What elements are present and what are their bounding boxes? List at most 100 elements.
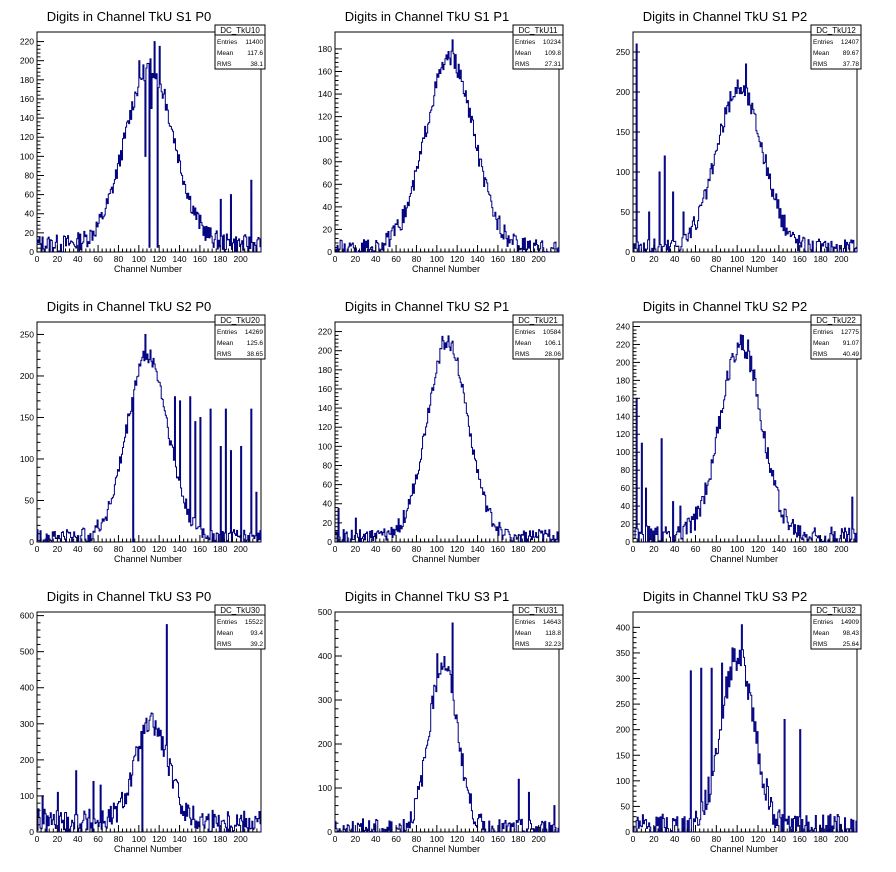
- x-tick-label: 100: [430, 254, 444, 264]
- histogram-panel: Digits in Channel TkU S1 P1 0 20 40 60 80 100 1…: [318, 9, 564, 274]
- y-tick-label: 200: [616, 357, 630, 367]
- stats-box: DC_TkU31 Entries 14643 Mean 118.8 RMS 32.23: [512, 604, 564, 650]
- stats-value: 93.4: [250, 630, 263, 637]
- stats-value: 37.78: [843, 61, 860, 68]
- stats-key: RMS: [217, 641, 232, 648]
- plot-frame: [632, 611, 858, 833]
- x-axis-label: Channel Number: [412, 264, 480, 274]
- stats-value: 118.8: [545, 630, 561, 637]
- y-tick-label: 40: [323, 202, 333, 212]
- plot-frame: [334, 611, 560, 833]
- y-tick-label: 180: [20, 75, 34, 85]
- stats-box: DC_TkU11 Entries 10234 Mean 109.8 RMS 27.31: [512, 24, 564, 70]
- histogram-line: [36, 41, 262, 253]
- y-tick-label: 0: [327, 537, 332, 547]
- histogram-line: [334, 39, 560, 253]
- y-tick-label: 40: [25, 209, 35, 219]
- x-tick-label: 180: [511, 544, 525, 554]
- y-tick-label: 140: [318, 403, 332, 413]
- x-tick-label: 160: [793, 544, 807, 554]
- x-tick-label: 160: [193, 834, 207, 844]
- x-tick-label: 60: [93, 544, 103, 554]
- chart-title: Digits in Channel TkU S3 P2: [643, 589, 808, 604]
- histogram-line: [334, 622, 560, 833]
- y-tick-label: 40: [323, 499, 333, 509]
- x-tick-label: 20: [53, 254, 63, 264]
- x-tick-label: 0: [631, 254, 636, 264]
- x-tick-label: 100: [730, 254, 744, 264]
- x-tick-label: 200: [532, 544, 546, 554]
- x-tick-label: 80: [412, 544, 422, 554]
- x-tick-label: 40: [371, 254, 381, 264]
- y-tick-label: 160: [20, 94, 34, 104]
- stats-value: 125.6: [247, 340, 264, 347]
- x-tick-label: 0: [35, 834, 40, 844]
- x-tick-label: 120: [751, 834, 765, 844]
- x-tick-label: 140: [172, 254, 186, 264]
- x-tick-label: 40: [73, 834, 83, 844]
- x-tick-label: 80: [412, 834, 422, 844]
- y-tick-label: 180: [318, 44, 332, 54]
- x-tick-label: 120: [751, 254, 765, 264]
- stats-value: 10234: [543, 39, 561, 46]
- x-tick-label: 60: [691, 834, 701, 844]
- stats-box-frame: [512, 604, 564, 650]
- y-tick-label: 0: [625, 247, 630, 257]
- plot-frame: [36, 321, 262, 543]
- x-tick-label: 40: [73, 544, 83, 554]
- y-tick-label: 600: [20, 611, 34, 621]
- stats-key: RMS: [217, 351, 232, 358]
- y-tick-label: 350: [616, 648, 630, 658]
- x-tick-label: 200: [532, 834, 546, 844]
- x-tick-label: 200: [234, 834, 248, 844]
- y-tick-label: 20: [25, 228, 35, 238]
- x-tick-label: 160: [793, 834, 807, 844]
- stats-value: 25.64: [843, 641, 860, 648]
- x-tick-label: 100: [132, 834, 146, 844]
- histogram-panel: Digits in Channel TkU S2 P00501001502002…: [20, 299, 266, 564]
- stats-value: 39.2: [250, 641, 263, 648]
- y-tick-label: 60: [25, 190, 35, 200]
- x-tick-label: 200: [834, 254, 848, 264]
- y-tick-label: 160: [318, 66, 332, 76]
- stats-value: 98.43: [843, 630, 860, 637]
- y-tick-label: 240: [616, 321, 630, 331]
- y-tick-label: 40: [621, 501, 631, 511]
- x-tick-label: 60: [391, 254, 401, 264]
- y-tick-label: 180: [616, 375, 630, 385]
- x-tick-label: 0: [35, 544, 40, 554]
- y-tick-label: 300: [20, 719, 34, 729]
- y-tick-label: 120: [318, 112, 332, 122]
- x-tick-label: 100: [132, 254, 146, 264]
- stats-histogram-name: DC_TkU21: [518, 316, 558, 325]
- stats-key: Entries: [515, 329, 536, 336]
- y-tick-label: 200: [20, 371, 34, 381]
- stats-key: RMS: [515, 351, 530, 358]
- stats-histogram-name: DC_TkU11: [519, 26, 559, 35]
- x-axis-label: Channel Number: [710, 554, 778, 564]
- x-tick-label: 20: [351, 834, 361, 844]
- x-tick-label: 180: [813, 254, 827, 264]
- chart-title: Digits in Channel TkU S2 P2: [643, 299, 808, 314]
- y-tick-label: 160: [616, 393, 630, 403]
- x-tick-label: 80: [712, 544, 722, 554]
- x-tick-label: 40: [670, 834, 680, 844]
- stats-value: 38.1: [250, 61, 263, 68]
- x-tick-label: 60: [93, 254, 103, 264]
- x-tick-label: 0: [333, 254, 338, 264]
- y-tick-label: 250: [20, 329, 34, 339]
- stats-value: 12775: [841, 329, 859, 336]
- y-tick-label: 80: [323, 460, 333, 470]
- stats-box-frame: [512, 24, 564, 70]
- x-tick-label: 140: [772, 834, 786, 844]
- stats-key: RMS: [217, 61, 232, 68]
- x-tick-label: 180: [213, 544, 227, 554]
- y-tick-label: 500: [318, 607, 332, 617]
- y-tick-label: 200: [318, 739, 332, 749]
- x-tick-label: 180: [511, 834, 525, 844]
- y-tick-label: 50: [621, 207, 631, 217]
- histogram-line: [632, 624, 858, 833]
- y-tick-label: 220: [616, 339, 630, 349]
- stats-histogram-name: DC_TkU31: [518, 606, 558, 615]
- x-tick-label: 140: [772, 254, 786, 264]
